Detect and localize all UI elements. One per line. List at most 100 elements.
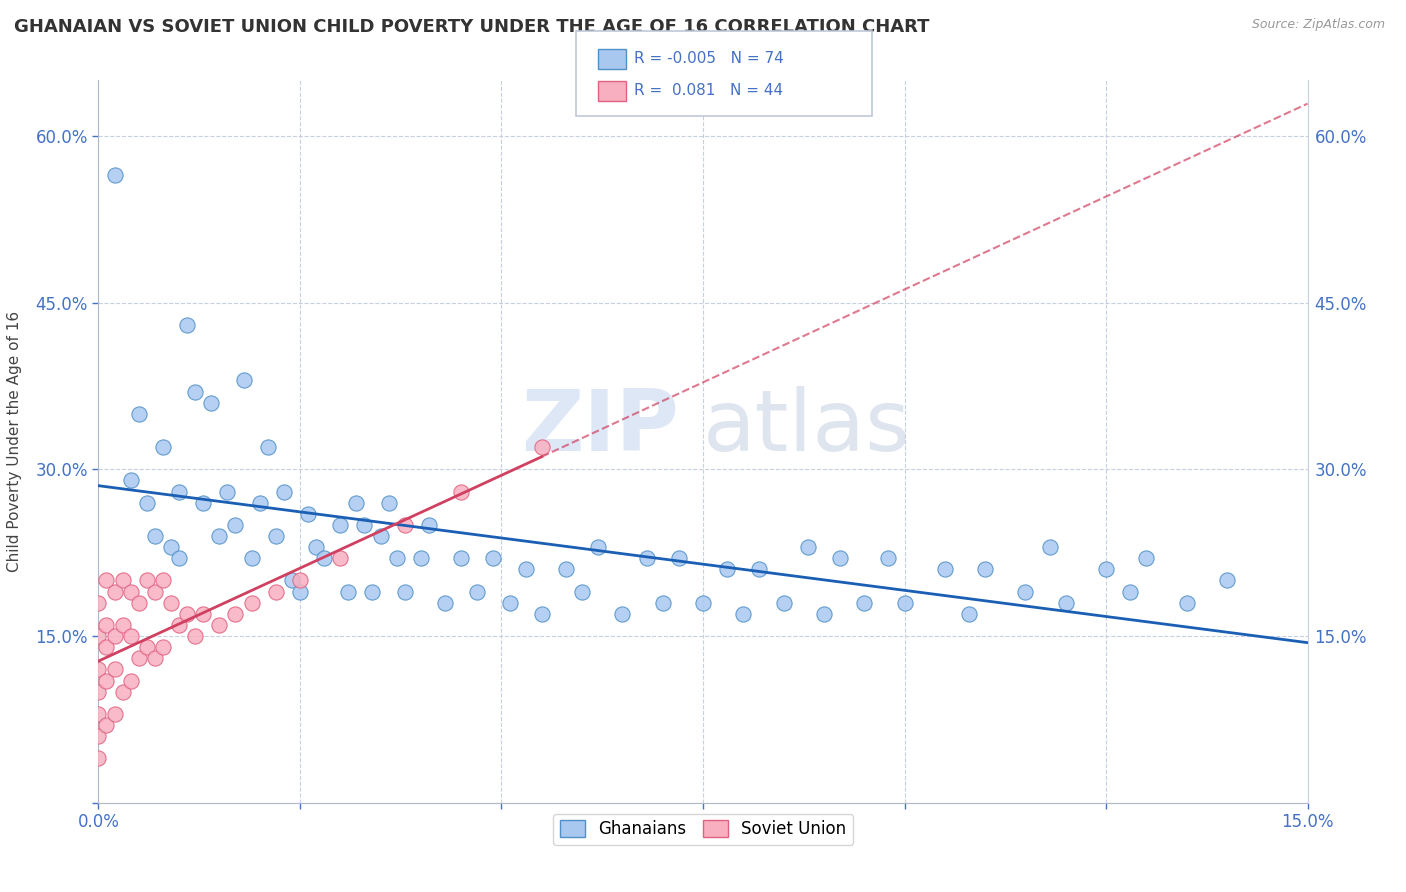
Point xyxy=(193,607,215,621)
Point xyxy=(337,584,360,599)
Point xyxy=(1014,584,1036,599)
Point xyxy=(224,607,246,621)
Point xyxy=(167,484,190,499)
Point xyxy=(353,517,375,532)
Point xyxy=(152,640,174,655)
Point xyxy=(152,440,174,454)
Point xyxy=(498,596,520,610)
Point xyxy=(160,596,183,610)
Point xyxy=(256,440,278,454)
Point xyxy=(394,584,416,599)
Point xyxy=(120,474,142,488)
Point xyxy=(1119,584,1142,599)
Point xyxy=(120,629,142,643)
Point xyxy=(96,640,118,655)
Point xyxy=(111,684,134,698)
Point xyxy=(208,618,231,632)
Point xyxy=(103,662,125,676)
Point xyxy=(450,551,472,566)
Point xyxy=(111,574,134,588)
Point xyxy=(934,562,956,576)
Point xyxy=(530,440,553,454)
Point xyxy=(555,562,578,576)
Text: R = -0.005   N = 74: R = -0.005 N = 74 xyxy=(634,52,785,66)
Point xyxy=(103,584,125,599)
Point xyxy=(143,651,166,665)
Point xyxy=(1135,551,1157,566)
Point xyxy=(96,718,118,732)
Point xyxy=(264,529,287,543)
Point xyxy=(571,584,593,599)
Point xyxy=(305,540,328,554)
Point xyxy=(111,618,134,632)
Point xyxy=(329,517,352,532)
Point xyxy=(184,629,207,643)
Point xyxy=(264,584,287,599)
Point xyxy=(152,574,174,588)
Point xyxy=(482,551,505,566)
Point xyxy=(103,168,125,182)
Point xyxy=(1216,574,1239,588)
Point xyxy=(273,484,295,499)
Point xyxy=(813,607,835,621)
Point xyxy=(772,596,794,610)
Point xyxy=(1095,562,1118,576)
Point xyxy=(974,562,997,576)
Point xyxy=(143,529,166,543)
Point xyxy=(167,551,190,566)
Point xyxy=(344,496,367,510)
Point xyxy=(160,540,183,554)
Point xyxy=(370,529,392,543)
Point xyxy=(103,706,125,721)
Point xyxy=(612,607,634,621)
Text: atlas: atlas xyxy=(703,385,911,468)
Point xyxy=(409,551,432,566)
Point xyxy=(128,596,150,610)
Point xyxy=(288,574,311,588)
Point xyxy=(232,373,254,387)
Point xyxy=(465,584,488,599)
Point xyxy=(208,529,231,543)
Text: R =  0.081   N = 44: R = 0.081 N = 44 xyxy=(634,84,783,98)
Point xyxy=(1039,540,1062,554)
Point xyxy=(120,584,142,599)
Point xyxy=(828,551,851,566)
Point xyxy=(733,607,755,621)
Point xyxy=(96,618,118,632)
Point xyxy=(361,584,384,599)
Legend: Ghanaians, Soviet Union: Ghanaians, Soviet Union xyxy=(553,814,853,845)
Point xyxy=(176,318,198,332)
Text: GHANAIAN VS SOVIET UNION CHILD POVERTY UNDER THE AGE OF 16 CORRELATION CHART: GHANAIAN VS SOVIET UNION CHILD POVERTY U… xyxy=(14,18,929,36)
Point xyxy=(87,706,110,721)
Point xyxy=(120,673,142,688)
Point xyxy=(281,574,304,588)
Y-axis label: Child Poverty Under the Age of 16: Child Poverty Under the Age of 16 xyxy=(7,311,21,572)
Point xyxy=(716,562,738,576)
Point xyxy=(200,395,222,409)
Point xyxy=(1175,596,1198,610)
Point xyxy=(394,517,416,532)
Point xyxy=(176,607,198,621)
Point xyxy=(217,484,239,499)
Point xyxy=(797,540,820,554)
Point xyxy=(377,496,399,510)
Point xyxy=(240,596,263,610)
Text: ZIP: ZIP xyxy=(522,385,679,468)
Point xyxy=(87,662,110,676)
Point xyxy=(586,540,609,554)
Point xyxy=(385,551,408,566)
Point xyxy=(1054,596,1077,610)
Point xyxy=(87,629,110,643)
Text: Source: ZipAtlas.com: Source: ZipAtlas.com xyxy=(1251,18,1385,31)
Point xyxy=(103,629,125,643)
Point xyxy=(748,562,770,576)
Point xyxy=(224,517,246,532)
Point xyxy=(418,517,440,532)
Point xyxy=(853,596,876,610)
Point xyxy=(167,618,190,632)
Point xyxy=(530,607,553,621)
Point xyxy=(87,729,110,743)
Point xyxy=(135,640,157,655)
Point xyxy=(515,562,537,576)
Point xyxy=(240,551,263,566)
